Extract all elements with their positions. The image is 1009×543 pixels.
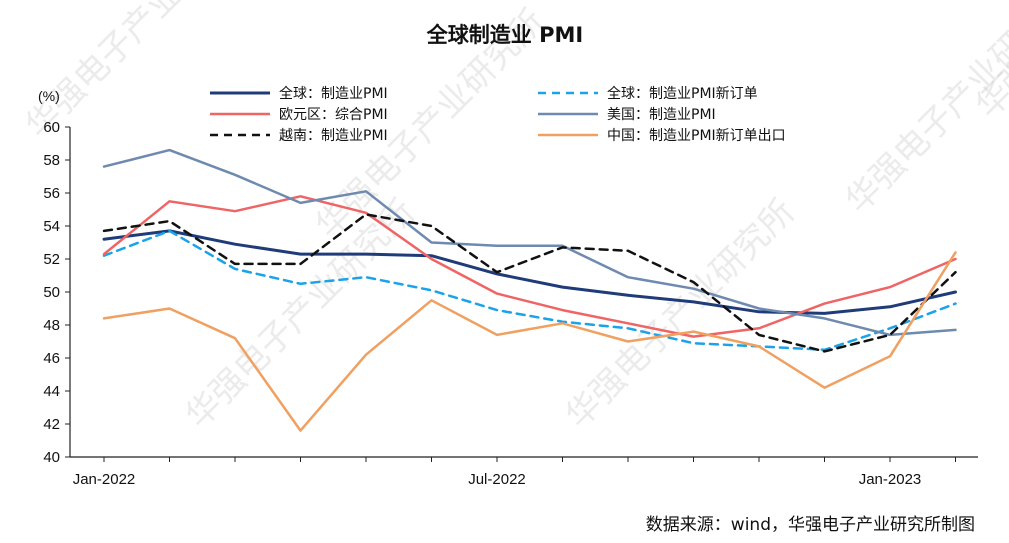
x-axis-ticks: Jan-2022 Jul-2022 Jan-2023 <box>73 457 956 488</box>
watermark-text: 华强电子产业研究所 <box>558 192 803 437</box>
x-tick-label: Jan-2022 <box>73 471 136 488</box>
legend-label: 美国：制造业PMI <box>607 107 716 123</box>
legend-label: 越南：制造业PMI <box>279 128 388 144</box>
y-axis-unit-label: (%) <box>38 88 60 104</box>
series-line-5 <box>102 213 957 353</box>
series-lines <box>102 148 957 432</box>
legend-label: 全球：制造业PMI新订单 <box>607 85 758 102</box>
y-tick-label: 58 <box>43 152 60 169</box>
y-tick-label: 60 <box>43 119 60 136</box>
y-tick-label: 54 <box>43 218 60 235</box>
x-tick-label: Jul-2022 <box>468 471 526 488</box>
series-line-2 <box>102 229 957 352</box>
chart-title: 全球制造业 PMI <box>426 23 583 47</box>
y-tick-label: 42 <box>43 416 60 433</box>
y-tick-label: 46 <box>43 350 60 367</box>
y-tick-label: 44 <box>43 383 60 400</box>
x-tick-label: Jan-2023 <box>859 471 922 488</box>
source-note: 数据来源：wind，华强电子产业研究所制图 <box>646 515 975 535</box>
y-axis-ticks: 60 58 56 54 52 50 48 46 44 42 40 <box>43 119 70 466</box>
y-tick-label: 50 <box>43 284 60 301</box>
y-tick-label: 56 <box>43 185 60 202</box>
y-tick-label: 48 <box>43 317 60 334</box>
series-line-4 <box>102 148 957 337</box>
legend-label: 中国：制造业PMI新订单出口 <box>607 128 786 144</box>
series-line-1 <box>102 229 957 315</box>
series-line-6 <box>102 251 957 432</box>
legend-label: 全球：制造业PMI <box>279 85 388 102</box>
legend-label: 欧元区：综合PMI <box>279 107 388 123</box>
y-tick-label: 52 <box>43 251 60 268</box>
y-tick-label: 40 <box>43 449 60 466</box>
series-line-3 <box>102 195 957 338</box>
